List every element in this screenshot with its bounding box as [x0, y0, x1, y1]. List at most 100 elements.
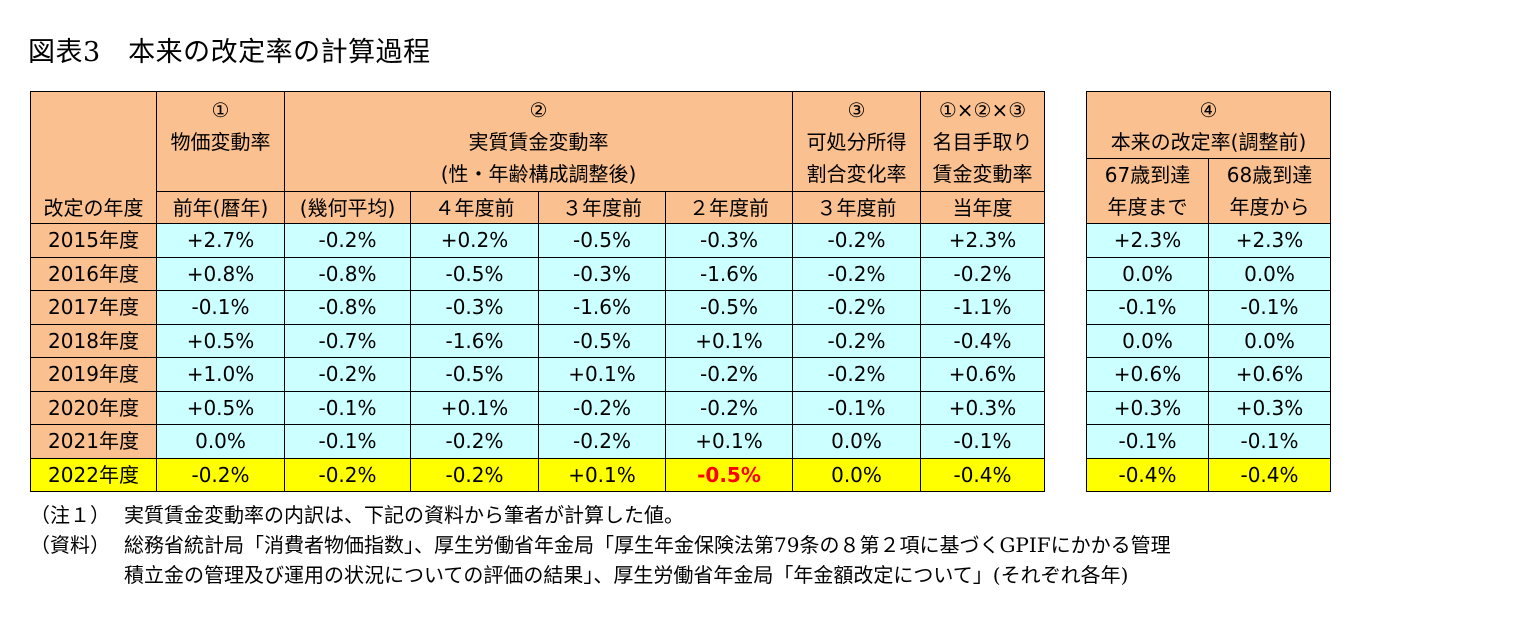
table-row: 2020年度 +0.5% -0.1% +0.1% -0.2% -0.2% -0.1% +0.3… [30, 390, 1045, 425]
table-cell: +0.1% [665, 323, 793, 358]
source-text-1: 総務省統計局「消費者物価指数」、厚生労働省年金局「厚生年金保険法第79条の８第２… [124, 533, 1171, 557]
table-cell: +0.6% [1208, 357, 1331, 392]
table-cell: -0.2% [665, 390, 793, 425]
table-cell: -0.5% [538, 323, 666, 358]
header-col2-geo: (幾何平均) [284, 191, 411, 224]
table-cell: +0.5% [156, 390, 285, 425]
table-cell: -0.1% [156, 290, 285, 325]
table-row: 2017年度 -0.1% -0.8% -0.3% -1.6% -0.5% -0.2% -1.1… [30, 290, 1045, 325]
row-year: 2015年度 [30, 223, 157, 258]
table-cell: -0.2% [665, 357, 793, 392]
header-year: 改定の年度 [30, 91, 157, 224]
table-cell: +0.6% [920, 357, 1045, 392]
row-year: 2019年度 [30, 357, 157, 392]
table-cell: -0.2% [284, 457, 411, 492]
table-row: +0.6% +0.6% [1086, 357, 1331, 392]
table-row: -0.1% -0.1% [1086, 424, 1331, 459]
table-cell: -0.5% [538, 223, 666, 258]
col4-name: 名目手取り [932, 130, 1033, 154]
header-col3-sub: ３年度前 [792, 191, 921, 224]
table-row: 0.0% 0.0% [1086, 256, 1331, 291]
table-cell: +2.3% [920, 223, 1045, 258]
col5-name: 本来の改定率(調整前) [1110, 130, 1307, 154]
row-year: 2021年度 [30, 424, 157, 459]
table-cell: -1.1% [920, 290, 1045, 325]
header-col2-y2: ２年度前 [665, 191, 793, 224]
table-cell: -0.2% [792, 256, 921, 291]
col4-name2: 賃金変動率 [932, 162, 1033, 186]
col2-number: ② [529, 98, 548, 122]
page-title: 図表3 本来の改定率の計算過程 [28, 37, 431, 68]
table-cell: -0.5% [665, 457, 793, 492]
table-cell: +0.3% [1086, 390, 1209, 425]
table-cell: -0.2% [410, 424, 539, 459]
table-cell: -0.2% [792, 290, 921, 325]
table-cell: -0.2% [538, 424, 666, 459]
table-cell: -0.7% [284, 323, 411, 358]
table-cell: -0.2% [920, 256, 1045, 291]
row-year: 2017年度 [30, 290, 157, 325]
table-cell: -0.4% [920, 457, 1045, 492]
table-cell: -1.6% [665, 256, 793, 291]
table-cell: -0.3% [665, 223, 793, 258]
col3-name2: 割合変化率 [806, 162, 907, 186]
table-cell: -0.2% [284, 357, 411, 392]
revision-rate-table: ④ 本来の改定率(調整前) 67歳到達 年度まで 68歳到達 年度から +2.3… [1086, 91, 1331, 492]
table-cell: -1.6% [538, 290, 666, 325]
col3-number: ③ [847, 98, 866, 122]
table-cell: -0.1% [1208, 290, 1331, 325]
table-cell: -0.2% [792, 357, 921, 392]
header-col5: ④ 本来の改定率(調整前) [1086, 91, 1331, 159]
table-cell: -0.1% [284, 390, 411, 425]
table-row: -0.4% -0.4% [1086, 457, 1331, 492]
table-cell: +0.1% [410, 390, 539, 425]
table-cell: -0.2% [792, 223, 921, 258]
table-cell: -0.4% [920, 323, 1045, 358]
table-row: 2021年度 0.0% -0.1% -0.2% -0.2% +0.1% 0.0% -0.1% [30, 424, 1045, 459]
table-cell: -0.2% [792, 323, 921, 358]
table-row: 2018年度 +0.5% -0.7% -1.6% -0.5% +0.1% -0.2% -0.4… [30, 323, 1045, 358]
table-cell: +0.6% [1086, 357, 1209, 392]
table-cell: -0.4% [1208, 457, 1331, 492]
header-col1: ① 物価変動率 [156, 91, 285, 192]
table-cell: +0.1% [665, 424, 793, 459]
table-cell: -0.8% [284, 256, 411, 291]
row-year: 2018年度 [30, 323, 157, 358]
header-col3: ③ 可処分所得 割合変化率 [792, 91, 921, 192]
table-cell: -0.5% [665, 290, 793, 325]
table-cell: -0.1% [920, 424, 1045, 459]
table-cell: +0.3% [1208, 390, 1331, 425]
table-cell: +0.3% [920, 390, 1045, 425]
header-col4: ①×②×③ 名目手取り 賃金変動率 [920, 91, 1045, 192]
table-cell: -0.8% [284, 290, 411, 325]
table-cell: -0.4% [1086, 457, 1209, 492]
table-cell: -0.2% [538, 390, 666, 425]
table-cell: -0.1% [1086, 424, 1209, 459]
table-row: -0.1% -0.1% [1086, 290, 1331, 325]
table-row: +0.3% +0.3% [1086, 390, 1331, 425]
col1-name: 物価変動率 [170, 130, 271, 154]
table-cell: +2.3% [1208, 223, 1331, 258]
table-cell: -0.1% [792, 390, 921, 425]
table-cell: -0.2% [284, 223, 411, 258]
col4-number: ①×②×③ [938, 98, 1027, 122]
table-cell: -0.2% [410, 457, 539, 492]
col3-name: 可処分所得 [806, 130, 907, 154]
table-cell: +2.7% [156, 223, 285, 258]
table-cell: 0.0% [1208, 256, 1331, 291]
table-cell: -0.3% [538, 256, 666, 291]
table-cell: -0.1% [1208, 424, 1331, 459]
note1-label: （注１） [30, 503, 110, 527]
note1-text: 実質賃金変動率の内訳は、下記の資料から筆者が計算した値。 [124, 503, 684, 527]
table-cell: +2.3% [1086, 223, 1209, 258]
table-cell: 0.0% [792, 457, 921, 492]
header-col2-y3: ３年度前 [538, 191, 666, 224]
source-label: （資料） [30, 533, 110, 557]
table-row: 2016年度 +0.8% -0.8% -0.5% -0.3% -1.6% -0.2% -0.2… [30, 256, 1045, 291]
table-row: 2015年度 +2.7% -0.2% +0.2% -0.5% -0.3% -0.2% +2.3… [30, 223, 1045, 258]
table-cell: +1.0% [156, 357, 285, 392]
table-row: 2022年度 -0.2% -0.2% -0.2% +0.1% -0.5% 0.0% -0.4% [30, 457, 1045, 492]
table-cell: -0.3% [410, 290, 539, 325]
header-col4-sub: 当年度 [920, 191, 1045, 224]
table-cell: 0.0% [792, 424, 921, 459]
